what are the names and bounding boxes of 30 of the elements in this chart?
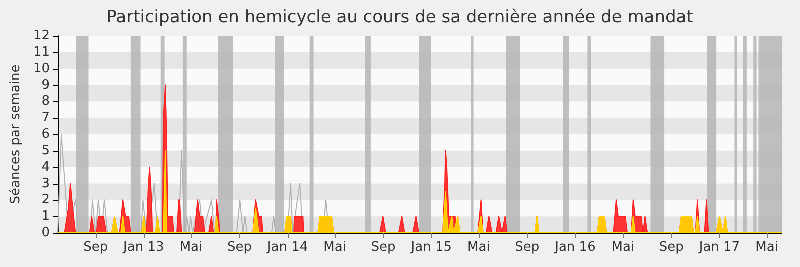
y-tick-label: 7 (42, 110, 50, 126)
x-tick-label: Jan 16 (554, 240, 596, 255)
x-tick-label: Sep (659, 240, 684, 255)
x-tick-label: Mai (612, 240, 635, 255)
x-tick-label: Jan 15 (410, 240, 452, 255)
x-tick-label: Sep (371, 240, 396, 255)
y-tick-label: 6 (42, 127, 50, 142)
x-tick-label: Jan 17 (698, 240, 740, 255)
x-tick-label: Sep (84, 240, 108, 255)
y-tick-label: 10 (33, 61, 50, 76)
y-tick-label: 2 (42, 192, 50, 208)
y-tick-label: 5 (42, 143, 50, 158)
y-tick-label: 4 (42, 160, 50, 175)
y-axis-title: Séances par semaine (8, 64, 24, 204)
y-tick-label: 8 (42, 94, 50, 110)
x-tick-label: Sep (515, 240, 540, 255)
x-tick-label: Jan 14 (266, 240, 308, 255)
y-tick-label: 3 (42, 176, 50, 192)
y-tick-label: 12 (33, 28, 50, 44)
x-tick-label: Mai (180, 240, 203, 255)
x-tick-label: Mai (756, 240, 778, 255)
x-tick-label: Mai (324, 240, 346, 255)
y-tick-label: 9 (42, 78, 50, 93)
x-tick-label: Jan 13 (122, 240, 164, 255)
x-tick-label: Sep (227, 240, 252, 255)
y-tick-label: 0 (42, 226, 50, 240)
x-tick-label: Mai (468, 240, 490, 255)
y-tick-label: 11 (33, 44, 50, 60)
chart-title: Participation en hemicycle au cours de sa dernière année de mandat (106, 8, 694, 28)
y-tick-label: 1 (42, 209, 50, 224)
